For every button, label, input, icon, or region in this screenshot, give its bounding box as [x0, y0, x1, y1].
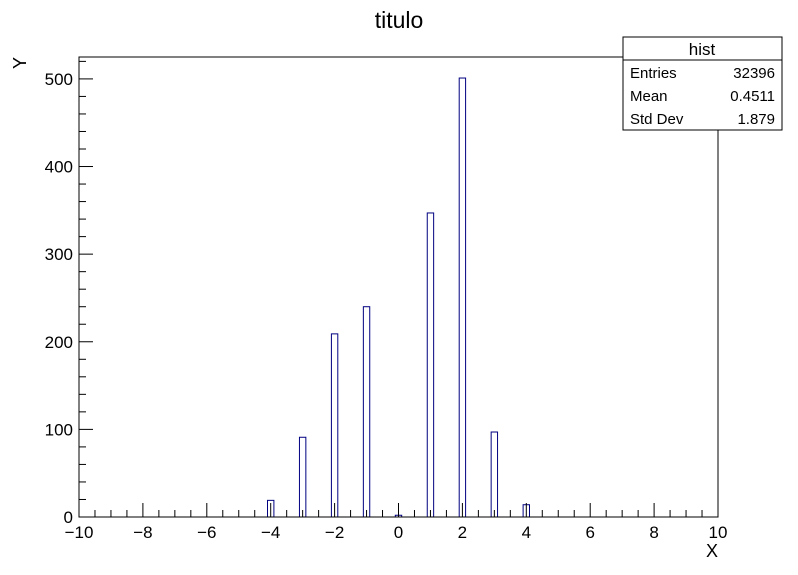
x-tick-label: 4: [522, 523, 531, 542]
x-tick-label: 10: [709, 523, 728, 542]
bar: [426, 212, 435, 518]
x-tick-label: −10: [65, 523, 94, 542]
stats-mean-value: 0.4511: [730, 88, 775, 105]
x-tick-label: 8: [649, 523, 658, 542]
y-tick-label: 200: [45, 333, 73, 352]
x-axis-tick-labels: −10 −8 −6 −4 −2 0 2 4 6 8 10: [65, 523, 728, 542]
x-tick-label: 6: [585, 523, 594, 542]
stats-box-frame: [622, 36, 783, 131]
x-tick-label: −8: [133, 523, 152, 542]
bar: [362, 306, 371, 518]
bar: [490, 431, 499, 518]
y-tick-label: 0: [64, 508, 73, 527]
y-tick-label: 300: [45, 245, 73, 264]
bar: [298, 436, 307, 518]
y-axis-title: Y: [10, 57, 30, 69]
stats-stddev-label: Std Dev: [630, 111, 684, 128]
chart-title: titulo: [375, 7, 424, 33]
x-tick-label: −2: [325, 523, 344, 542]
y-axis-ticks: [79, 60, 93, 518]
x-tick-label: −6: [197, 523, 216, 542]
stats-entries-label: Entries: [630, 65, 677, 82]
plot-frame: [78, 56, 719, 518]
bars-group: [267, 77, 530, 518]
y-axis-tick-labels: 0 100 200 300 400 500: [45, 70, 73, 527]
y-tick-label: 500: [45, 70, 73, 89]
x-tick-label: 2: [458, 523, 467, 542]
bar: [330, 333, 339, 518]
x-tick-label: 0: [394, 523, 403, 542]
stats-box: hist Entries 32396 Mean 0.4511 Std Dev 1…: [622, 36, 783, 131]
stats-entries-value: 32396: [733, 65, 775, 82]
y-tick-label: 100: [45, 420, 73, 439]
bar: [458, 77, 467, 518]
stats-mean-label: Mean: [630, 88, 668, 105]
x-tick-label: −4: [261, 523, 280, 542]
stats-stddev-value: 1.879: [737, 111, 775, 128]
x-axis-ticks: [78, 503, 719, 517]
y-tick-label: 400: [45, 158, 73, 177]
x-axis-title: X: [706, 541, 718, 561]
stats-box-name: hist: [689, 40, 716, 59]
